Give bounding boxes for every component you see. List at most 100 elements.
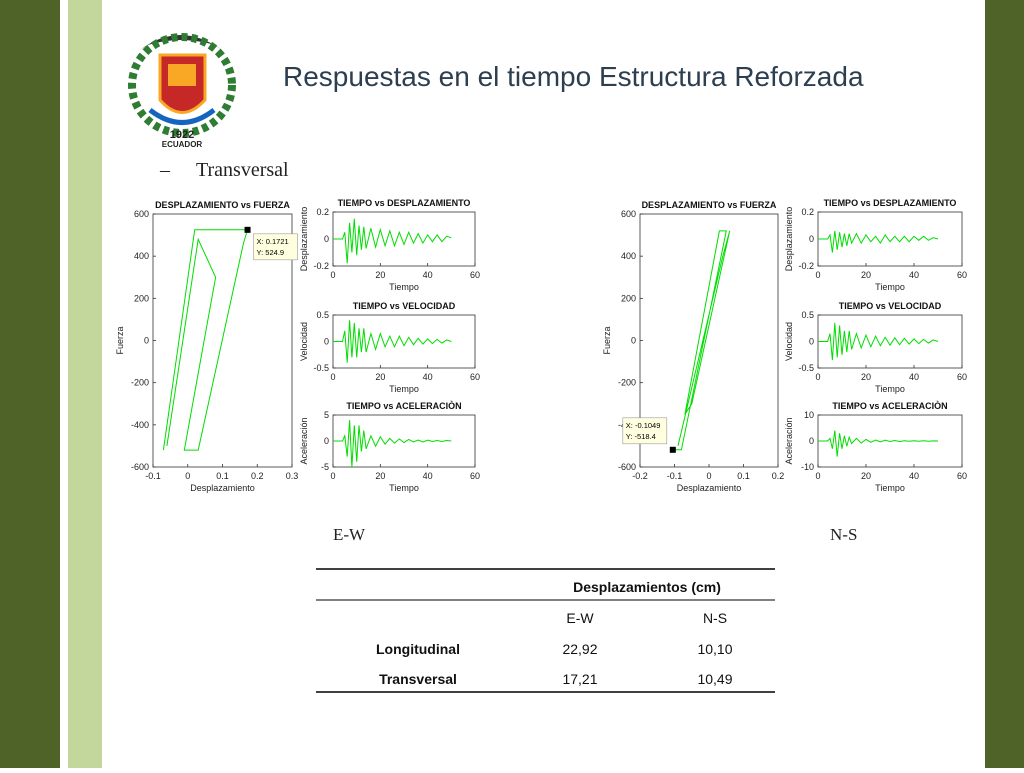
x-tick-label: 0: [330, 372, 335, 382]
x-tick-label: -0.2: [632, 471, 648, 481]
caption: N-S: [830, 525, 857, 544]
y-tick-label: 0.5: [316, 310, 329, 320]
table-group-header: Desplazamientos (cm): [573, 579, 721, 595]
x-tick-label: 20: [375, 471, 385, 481]
series-line: [162, 229, 249, 451]
y-tick-label: 0: [324, 234, 329, 244]
table-cell: Transversal: [379, 671, 457, 687]
x-tick-label: 0.2: [251, 471, 264, 481]
y-axis-label: Fuerza: [602, 326, 612, 354]
left-bar: [0, 0, 60, 768]
chart-title: TIEMPO vs VELOCIDAD: [353, 301, 456, 311]
slide-title: Respuestas en el tiempo Estructura Refor…: [283, 61, 864, 92]
x-tick-label: 60: [470, 471, 480, 481]
y-axis-label: Velocidad: [299, 322, 309, 361]
plot-area: [817, 211, 963, 267]
series-line: [672, 230, 731, 451]
y-tick-label: -200: [618, 378, 636, 388]
y-axis-label: Aceleración: [299, 417, 309, 464]
y-tick-label: 600: [134, 209, 149, 219]
x-tick-label: 0.1: [737, 471, 750, 481]
datatip-box: [622, 417, 668, 445]
chart-title: DESPLAZAMIENTO vs FUERZA: [155, 200, 290, 210]
y-tick-label: -0.5: [798, 363, 814, 373]
datatip-y: Y: 524.9: [257, 248, 285, 257]
x-tick-label: 0.3: [286, 471, 299, 481]
y-tick-label: 0.5: [801, 310, 814, 320]
y-tick-label: 10: [804, 410, 814, 420]
x-tick-label: 40: [423, 471, 433, 481]
x-axis-label: Tiempo: [875, 483, 905, 493]
bullet: –: [159, 159, 171, 181]
x-tick-label: 20: [861, 372, 871, 382]
plot-area: [332, 314, 476, 369]
x-tick-label: 60: [957, 471, 967, 481]
y-tick-label: -10: [801, 462, 814, 472]
x-tick-label: 0: [185, 471, 190, 481]
y-tick-label: 400: [134, 251, 149, 261]
datatip-y: Y: -518.4: [626, 432, 656, 441]
table-cell: 10,49: [697, 671, 732, 687]
y-axis-label: Desplazamiento: [299, 207, 309, 272]
chart-title: DESPLAZAMIENTO vs FUERZA: [642, 200, 777, 210]
table-cell: 10,10: [697, 641, 732, 657]
table-cell: Longitudinal: [376, 641, 460, 657]
y-tick-label: -0.5: [313, 363, 329, 373]
y-tick-label: 5: [324, 410, 329, 420]
y-tick-label: 0: [144, 336, 149, 346]
x-tick-label: 60: [957, 270, 967, 280]
x-tick-label: 40: [909, 270, 919, 280]
x-tick-label: 0: [706, 471, 711, 481]
table-column-header: E-W: [566, 610, 594, 626]
x-tick-label: 0: [815, 471, 820, 481]
logo-year: 1922: [170, 129, 194, 141]
series-line: [333, 420, 452, 468]
x-tick-label: 20: [861, 270, 871, 280]
series-line: [818, 322, 939, 361]
chart-title: TIEMPO vs ACELERACIÒN: [832, 400, 947, 411]
chart-title: TIEMPO vs DESPLAZAMIENTO: [338, 198, 471, 208]
table-cell: 17,21: [562, 671, 597, 687]
x-tick-label: 0: [815, 372, 820, 382]
y-tick-label: 0: [809, 234, 814, 244]
x-tick-label: 20: [861, 471, 871, 481]
x-axis-label: Tiempo: [875, 384, 905, 394]
y-axis-label: Fuerza: [115, 326, 125, 354]
x-axis-label: Tiempo: [389, 384, 419, 394]
y-tick-label: -5: [321, 462, 329, 472]
x-tick-label: 40: [909, 471, 919, 481]
y-tick-label: -400: [131, 420, 149, 430]
x-tick-label: 40: [423, 270, 433, 280]
series-line: [333, 218, 452, 264]
y-tick-label: 600: [621, 209, 636, 219]
y-tick-label: 0.2: [801, 207, 814, 217]
left-strip: [68, 0, 102, 768]
x-tick-label: 0: [815, 270, 820, 280]
y-tick-label: -0.2: [798, 261, 814, 271]
series-line: [333, 320, 452, 363]
series-line: [818, 430, 939, 457]
x-tick-label: 60: [957, 372, 967, 382]
plot-area: [817, 314, 963, 369]
x-axis-label: Desplazamiento: [190, 483, 255, 493]
logo: 1922 ECUADOR: [128, 33, 236, 149]
x-tick-label: 0.1: [216, 471, 229, 481]
datatip-point: [669, 446, 676, 453]
chart-title: TIEMPO vs VELOCIDAD: [839, 301, 942, 311]
y-tick-label: -0.2: [313, 261, 329, 271]
table-cell: 22,92: [562, 641, 597, 657]
right-bar: [985, 0, 1024, 768]
x-tick-label: 40: [909, 372, 919, 382]
y-tick-label: 0: [324, 436, 329, 446]
x-axis-label: Tiempo: [389, 483, 419, 493]
y-tick-label: 0: [324, 337, 329, 347]
datatip-x: X: -0.1049: [626, 421, 661, 430]
x-tick-label: 20: [375, 372, 385, 382]
plot-area: [332, 211, 476, 267]
x-tick-label: 20: [375, 270, 385, 280]
x-tick-label: -0.1: [145, 471, 161, 481]
x-tick-label: 0: [330, 270, 335, 280]
chart-title: TIEMPO vs ACELERACIÒN: [346, 400, 461, 411]
x-tick-label: 60: [470, 372, 480, 382]
x-tick-label: 0.2: [772, 471, 785, 481]
